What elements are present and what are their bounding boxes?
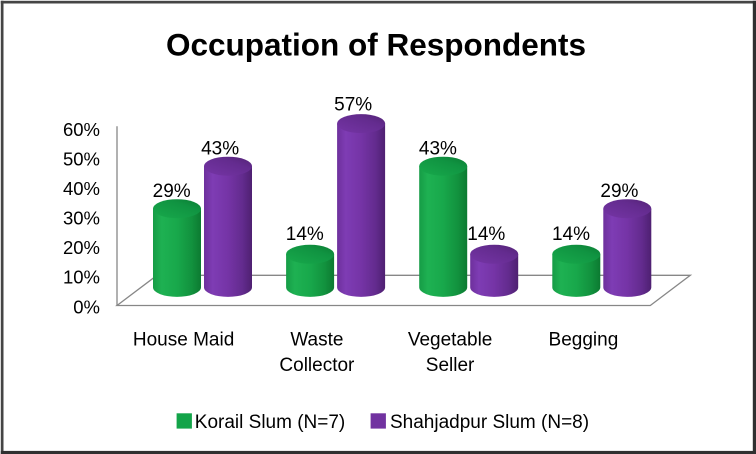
svg-text:10%: 10% — [63, 267, 100, 288]
svg-text:50%: 50% — [63, 149, 100, 170]
svg-text:Waste: Waste — [290, 330, 343, 351]
svg-text:30%: 30% — [63, 208, 100, 229]
svg-text:Korail Slum (N=7): Korail Slum (N=7) — [195, 412, 345, 433]
svg-text:20%: 20% — [63, 237, 100, 258]
svg-text:29%: 29% — [600, 181, 638, 202]
svg-text:57%: 57% — [334, 95, 372, 116]
svg-text:House Maid: House Maid — [133, 330, 234, 351]
svg-text:Collector: Collector — [279, 355, 355, 376]
svg-text:40%: 40% — [63, 178, 100, 199]
svg-text:Seller: Seller — [426, 355, 475, 376]
svg-text:Begging: Begging — [549, 330, 619, 351]
svg-text:60%: 60% — [63, 119, 100, 140]
svg-text:29%: 29% — [153, 181, 191, 202]
svg-text:43%: 43% — [419, 138, 457, 159]
svg-text:Shahjadpur Slum (N=8): Shahjadpur Slum (N=8) — [390, 412, 589, 433]
svg-text:43%: 43% — [201, 138, 239, 159]
svg-text:14%: 14% — [286, 224, 324, 245]
svg-text:Occupation of Respondents: Occupation of Respondents — [166, 27, 586, 63]
svg-text:Vegetable: Vegetable — [408, 330, 493, 351]
svg-text:14%: 14% — [467, 224, 505, 245]
svg-text:0%: 0% — [73, 296, 100, 317]
svg-text:14%: 14% — [552, 224, 590, 245]
